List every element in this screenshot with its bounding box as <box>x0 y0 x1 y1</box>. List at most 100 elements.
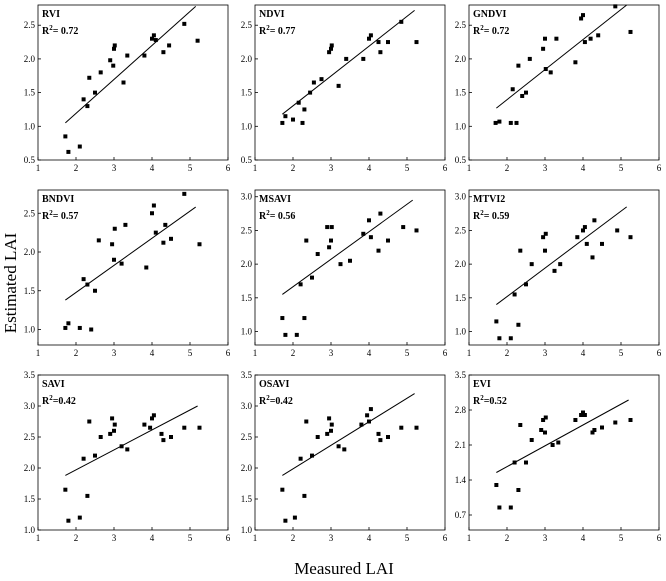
data-point <box>539 428 544 432</box>
r-squared-symbol: R <box>42 211 50 222</box>
r-squared-symbol: R <box>259 396 267 407</box>
data-point <box>325 225 330 230</box>
data-point <box>573 418 578 422</box>
y-tick-label: 1.5 <box>455 88 467 98</box>
plot-frame <box>468 374 660 531</box>
regression-line <box>65 206 196 301</box>
data-point <box>615 228 620 233</box>
y-tick-label: 2.8 <box>455 405 467 415</box>
x-tick-label: 1 <box>467 348 472 358</box>
data-point <box>302 316 307 321</box>
x-tick-label: 6 <box>443 533 448 543</box>
data-point <box>182 191 187 196</box>
data-point <box>112 422 117 427</box>
data-point <box>87 75 92 80</box>
x-tick-label: 4 <box>367 163 372 173</box>
y-tick-label: 2.5 <box>241 432 253 442</box>
r-squared-value: = 0.59 <box>484 211 510 222</box>
y-tick-label: 0.7 <box>455 510 467 520</box>
data-point <box>93 90 97 95</box>
x-tick-label: 1 <box>253 163 258 173</box>
data-point <box>163 222 168 227</box>
x-tick-label: 3 <box>112 348 117 358</box>
data-point <box>87 419 92 424</box>
data-point <box>514 120 519 125</box>
x-tick-label: 4 <box>367 533 372 543</box>
data-point <box>628 418 633 422</box>
data-point <box>524 90 528 95</box>
data-point <box>596 33 601 38</box>
data-point <box>77 325 82 330</box>
data-point <box>329 225 334 230</box>
data-point <box>89 327 94 332</box>
data-point <box>125 53 130 58</box>
panel-label: MSAVI <box>259 194 291 205</box>
r-squared-value: = 0.57 <box>53 211 79 222</box>
x-tick-label: 6 <box>226 348 231 358</box>
y-tick-label: 3.0 <box>24 401 36 411</box>
regression-line <box>496 399 629 473</box>
x-tick-label: 6 <box>657 348 662 358</box>
data-point <box>121 80 126 85</box>
r-squared-exponent: 2 <box>49 209 53 217</box>
r-squared-symbol: R <box>473 211 481 222</box>
data-point <box>66 149 71 154</box>
data-point <box>414 425 419 430</box>
regression-line <box>282 9 415 115</box>
y-tick-label: 1.0 <box>241 525 253 535</box>
data-point <box>302 493 307 498</box>
r-squared-value: = 0.77 <box>270 26 296 37</box>
data-point <box>283 518 288 523</box>
data-point <box>497 119 502 124</box>
data-point <box>169 435 173 439</box>
data-point <box>579 16 584 21</box>
x-tick-label: 2 <box>291 533 296 543</box>
data-point <box>378 211 383 216</box>
x-tick-label: 4 <box>581 348 586 358</box>
data-point <box>543 67 548 72</box>
data-point <box>556 440 561 445</box>
panel-label: GNDVI <box>473 9 506 20</box>
data-point <box>111 63 116 68</box>
data-point <box>344 56 349 61</box>
r-squared-value: = 0.72 <box>484 26 510 37</box>
x-tick-label: 4 <box>367 348 372 358</box>
data-point <box>378 438 383 443</box>
data-point <box>315 435 320 439</box>
r-squared-exponent: 2 <box>480 209 484 217</box>
data-point <box>376 248 381 253</box>
data-point <box>590 255 595 260</box>
data-point <box>108 431 113 436</box>
x-tick-label: 6 <box>657 163 662 173</box>
x-tick-label: 6 <box>657 533 662 543</box>
x-tick-label: 4 <box>150 163 155 173</box>
data-point <box>112 428 116 433</box>
data-point <box>378 50 383 55</box>
data-point <box>329 428 333 433</box>
y-tick-label: 1.0 <box>24 525 36 535</box>
y-tick-label: 2.5 <box>24 20 36 30</box>
data-point <box>558 262 563 267</box>
data-point <box>142 422 147 427</box>
y-tick-label: 2.0 <box>455 54 467 64</box>
y-tick-label: 2.5 <box>455 225 467 235</box>
data-point <box>98 70 103 75</box>
x-tick-label: 3 <box>543 348 548 358</box>
data-point <box>153 230 158 235</box>
data-point <box>66 518 71 523</box>
y-tick-label: 2.5 <box>241 20 253 30</box>
data-point <box>592 428 597 432</box>
data-point <box>376 40 381 45</box>
data-point <box>85 493 90 498</box>
data-point <box>77 144 82 149</box>
data-point <box>361 56 366 61</box>
r-squared-label: R2=0.52 <box>473 394 507 407</box>
data-point <box>298 456 303 461</box>
data-point <box>508 120 513 125</box>
x-tick-label: 3 <box>329 348 334 358</box>
x-tick-label: 2 <box>74 163 79 173</box>
x-tick-label: 3 <box>543 533 548 543</box>
